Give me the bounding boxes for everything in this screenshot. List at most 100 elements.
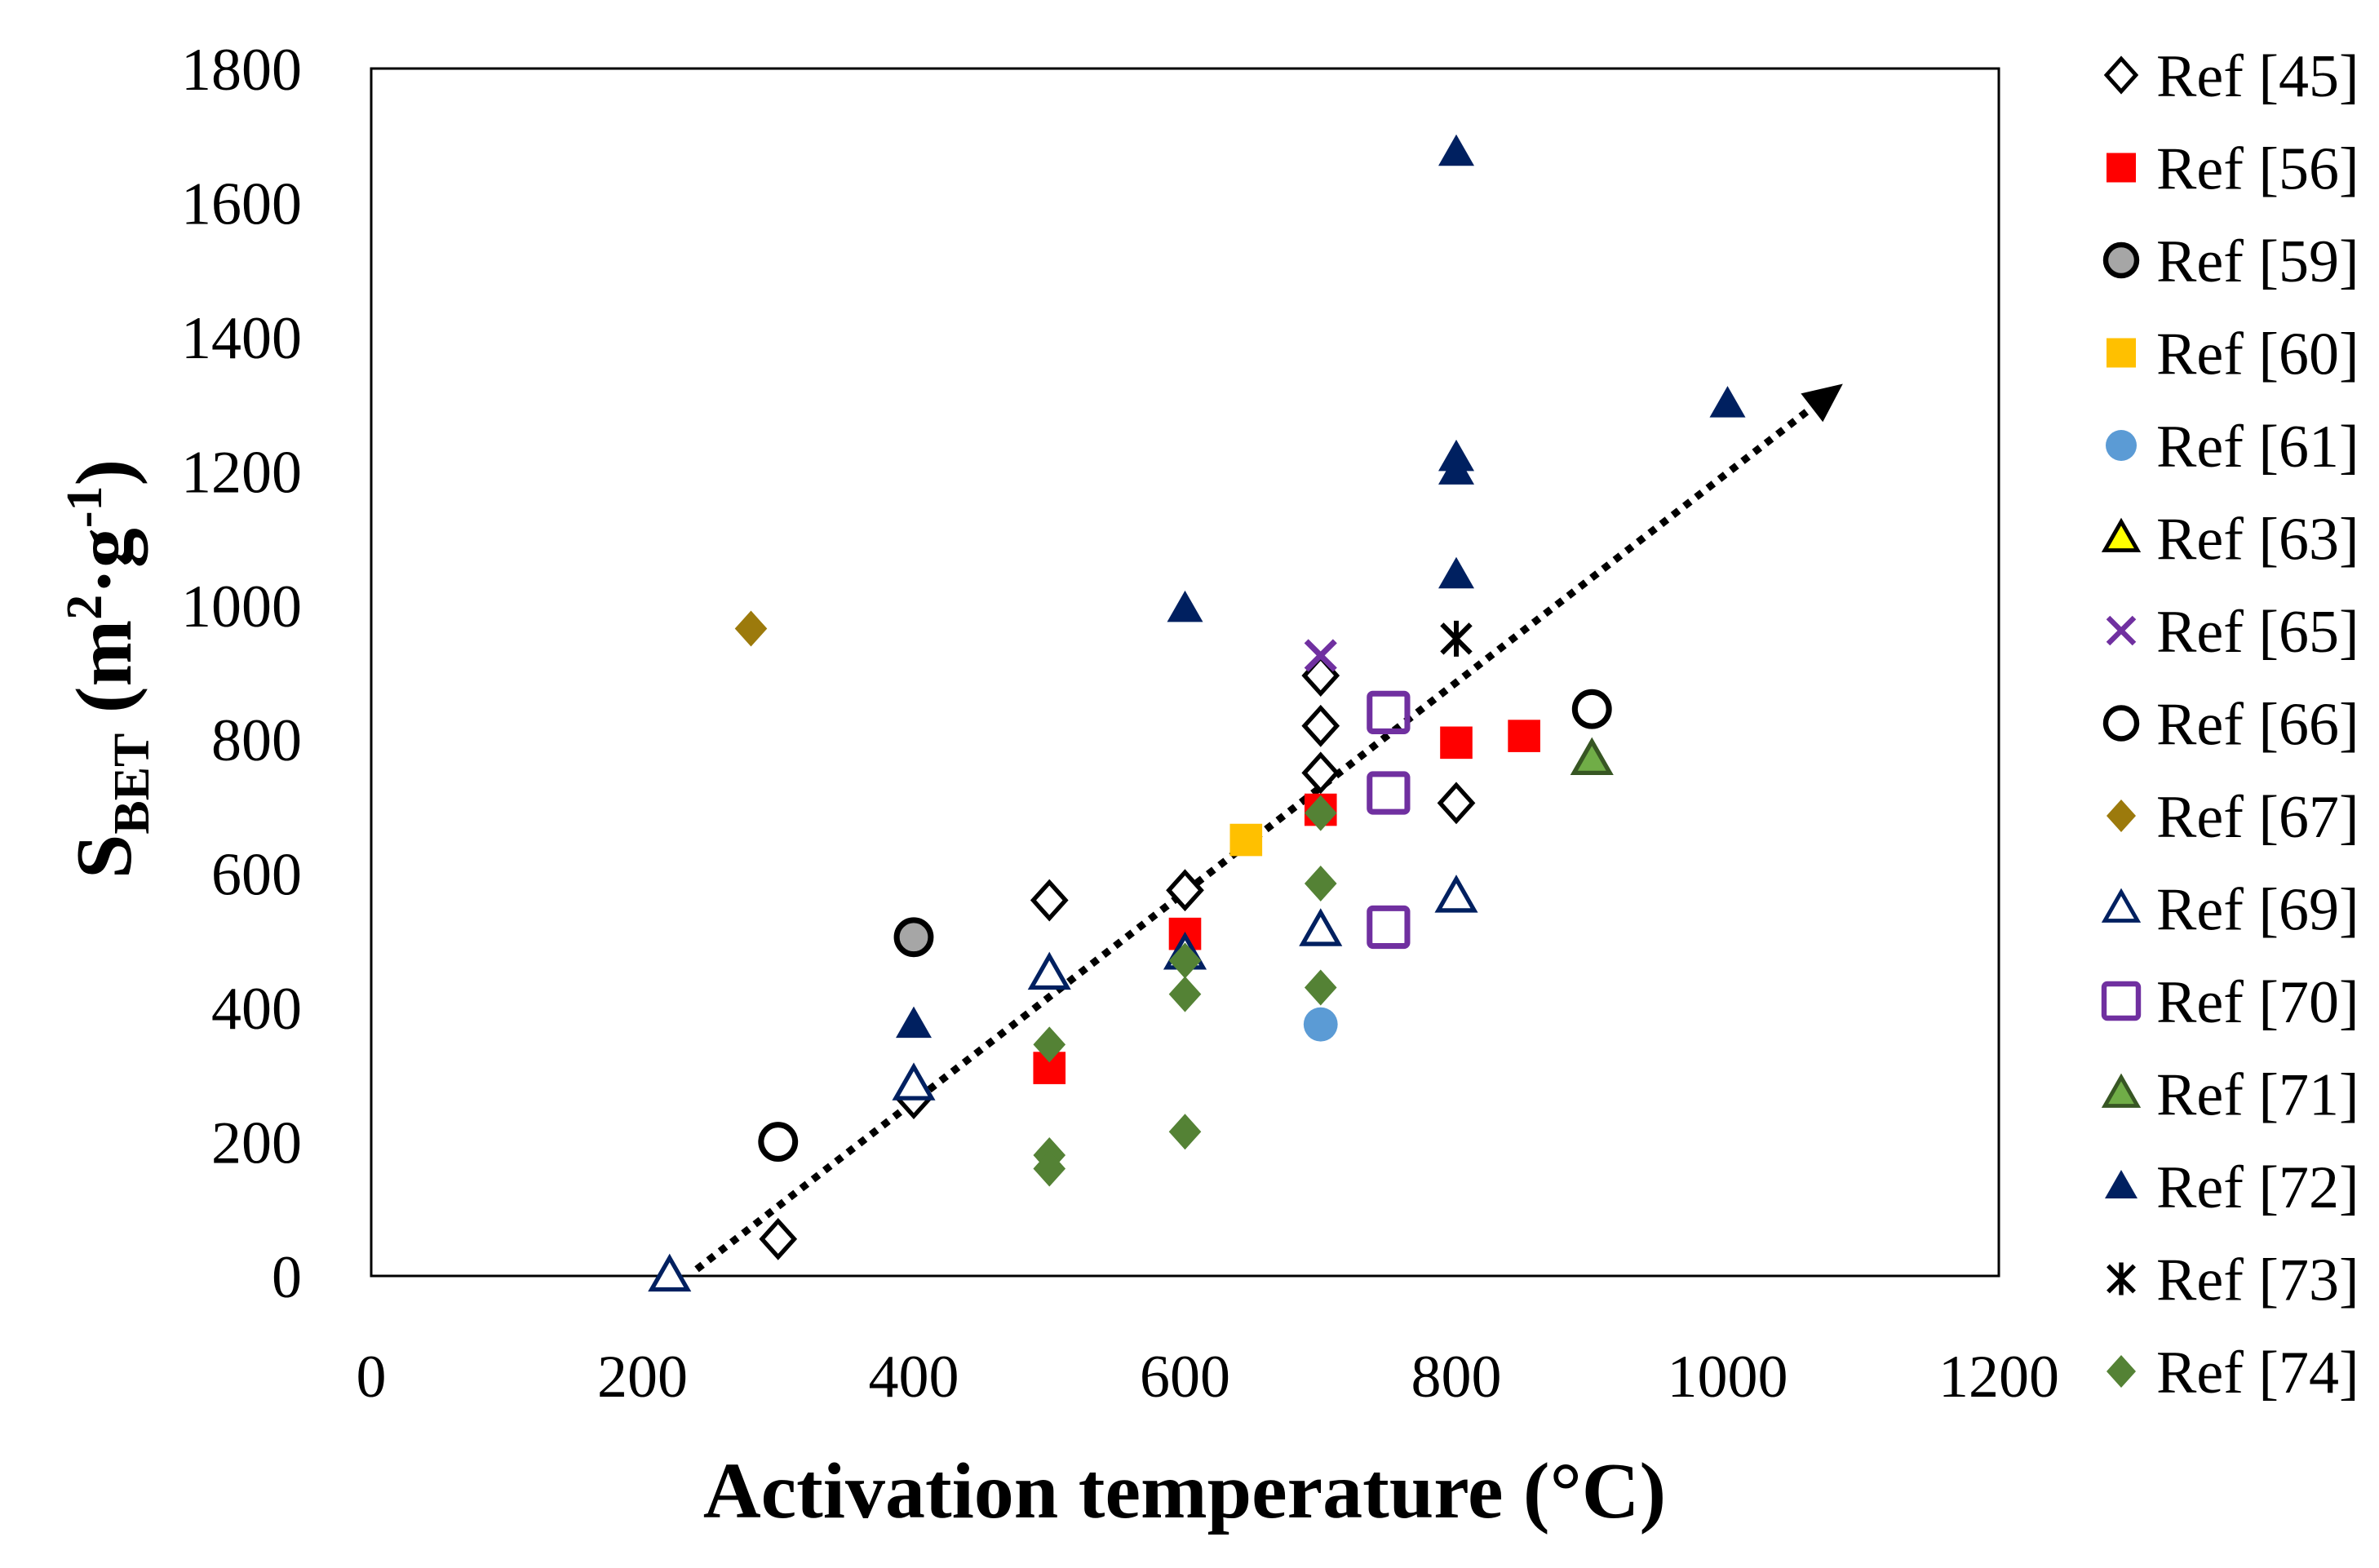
data-point <box>1167 590 1203 622</box>
legend-label: Ref [67] <box>2156 784 2359 851</box>
data-point <box>758 1122 799 1162</box>
data-point <box>1438 134 1474 166</box>
data-point <box>896 1006 932 1039</box>
legend-label: Ref [56] <box>2156 136 2359 203</box>
y-tick-label: 800 <box>211 707 302 774</box>
data-point <box>1033 1150 1066 1187</box>
data-point <box>1304 866 1337 901</box>
data-point <box>648 1253 692 1292</box>
x-tick-labels: 0 200 400 600 800 1000 1200 <box>357 1344 2060 1411</box>
x-tick-label: 1200 <box>1938 1344 2059 1411</box>
data-points <box>648 134 1746 1292</box>
legend-marker <box>2101 1073 2142 1108</box>
data-point <box>1709 386 1746 418</box>
legend-marker <box>2106 615 2137 646</box>
y-axis-label-unit-sup2: -1 <box>57 485 113 528</box>
data-point <box>1434 875 1478 913</box>
y-tick-label: 1600 <box>181 171 302 237</box>
data-point <box>1367 905 1411 950</box>
legend-label: Ref [60] <box>2156 321 2359 388</box>
y-tick-label: 1800 <box>181 37 302 104</box>
x-tick-label: 0 <box>357 1344 387 1411</box>
y-tick-label: 1000 <box>181 574 302 640</box>
data-point <box>1168 942 1202 979</box>
y-axis-label-sub: BET <box>104 733 160 835</box>
y-axis-label-unit-sup1: 2 <box>57 595 113 620</box>
data-point <box>1570 737 1614 776</box>
data-point <box>1299 908 1343 946</box>
legend-label: Ref [63] <box>2156 507 2359 574</box>
data-point <box>1168 1114 1202 1150</box>
legend: Ref [45] Ref [56] Ref [59] Ref [60] Ref [61]… <box>2101 43 2359 1406</box>
legend-marker <box>2107 338 2136 368</box>
x-tick-label: 400 <box>869 1344 959 1411</box>
legend-marker <box>2103 55 2139 95</box>
legend-marker <box>2101 981 2142 1021</box>
legend-marker <box>2107 1355 2136 1388</box>
data-point <box>893 917 934 958</box>
legend-marker <box>2105 1170 2138 1198</box>
legend-label: Ref [72] <box>2156 1154 2359 1221</box>
y-tick-label: 200 <box>211 1110 302 1177</box>
data-point <box>1229 823 1263 857</box>
data-point <box>1508 720 1540 752</box>
data-point <box>1438 556 1474 589</box>
x-tick-label: 200 <box>597 1344 688 1411</box>
y-tick-label: 0 <box>272 1244 302 1311</box>
y-tick-label: 1200 <box>181 439 302 506</box>
legend-label: Ref [69] <box>2156 877 2359 944</box>
data-point <box>1304 969 1337 1006</box>
legend-label: Ref [74] <box>2156 1340 2359 1406</box>
y-tick-label: 600 <box>211 842 302 909</box>
y-axis-label-unit-open: (m <box>60 620 148 733</box>
data-point <box>1304 639 1337 672</box>
data-point <box>1440 620 1473 657</box>
y-axis-label-main: S <box>60 835 148 879</box>
y-tick-label: 400 <box>211 976 302 1043</box>
legend-marker <box>2106 430 2137 461</box>
legend-label: Ref [61] <box>2156 414 2359 481</box>
data-point <box>759 1217 798 1260</box>
trendline-arrowhead <box>1801 383 1843 423</box>
x-axis-label: Activation temperature (°C) <box>703 1447 1666 1535</box>
data-point <box>1030 879 1069 922</box>
legend-marker <box>2107 1262 2136 1296</box>
legend-marker <box>2101 517 2142 552</box>
x-tick-label: 1000 <box>1668 1344 1788 1411</box>
data-point <box>1571 689 1612 729</box>
legend-marker <box>2102 241 2140 279</box>
x-tick-label: 800 <box>1411 1344 1502 1411</box>
legend-label: Ref [59] <box>2156 228 2359 295</box>
data-point <box>1301 751 1340 795</box>
legend-label: Ref [71] <box>2156 1062 2359 1129</box>
x-tick-label: 600 <box>1140 1344 1230 1411</box>
legend-marker <box>2101 888 2142 923</box>
data-point <box>1367 690 1411 734</box>
y-tick-label: 1400 <box>181 305 302 372</box>
y-axis-label-unit-mid: ·g <box>60 528 148 595</box>
data-point <box>734 610 768 647</box>
y-axis-label-unit-close: ) <box>60 459 148 486</box>
legend-label: Ref [65] <box>2156 599 2359 666</box>
data-point <box>1440 726 1473 760</box>
data-point <box>1304 795 1337 831</box>
data-point <box>1166 869 1204 912</box>
legend-label: Ref [45] <box>2156 43 2359 110</box>
legend-label: Ref [66] <box>2156 692 2359 759</box>
data-point <box>1437 782 1476 825</box>
y-tick-labels: 0 200 400 600 800 1000 1200 1400 1600 1800 <box>181 37 302 1311</box>
data-point <box>1027 951 1071 990</box>
trendline <box>694 383 1843 1273</box>
legend-label: Ref [70] <box>2156 969 2359 1036</box>
data-point <box>892 1062 936 1101</box>
legend-marker <box>2107 800 2136 832</box>
data-point <box>1438 453 1474 485</box>
data-point <box>1303 1007 1338 1042</box>
plot-area <box>370 67 2000 1278</box>
y-axis-label: SBET (m2·g-1) <box>57 459 160 879</box>
data-point <box>1367 771 1411 815</box>
legend-marker <box>2102 705 2140 742</box>
data-point <box>1033 1026 1066 1063</box>
